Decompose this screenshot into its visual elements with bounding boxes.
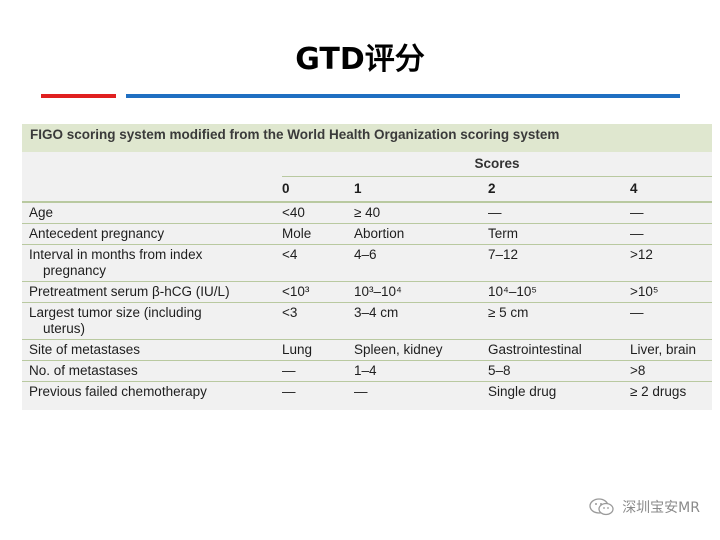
table-cell: ≥ 40 [354, 202, 488, 224]
score-column-2: 2 [488, 176, 630, 203]
table-cell: 4–6 [354, 244, 488, 282]
slide-title: GTD评分 [295, 42, 425, 77]
table-cell: Liver, brain [630, 339, 712, 361]
table-cell: Abortion [354, 223, 488, 245]
row-label: Previous failed chemotherapy [29, 384, 207, 399]
table-cell: 10³–10⁴ [354, 281, 488, 303]
table-cell: 7–12 [488, 244, 630, 282]
table-cell: >12 [630, 244, 712, 282]
table-cell: Lung [282, 339, 354, 361]
table-row: Previous failed chemotherapy — — Single … [22, 382, 712, 403]
watermark-text: 深圳宝安MR [622, 500, 700, 516]
scores-header-row: Scores [22, 152, 712, 177]
score-column-4: 4 [630, 176, 712, 203]
table-cell: — [282, 360, 354, 382]
table-cell: — [354, 384, 368, 399]
row-label: Antecedent pregnancy [22, 223, 282, 245]
row-label: Interval in months from index pregnancy [22, 244, 282, 282]
row-label: Age [22, 202, 282, 224]
table-cell: — [282, 384, 296, 399]
table-cell: <4 [282, 244, 354, 282]
table-cell: 5–8 [488, 360, 630, 382]
table-cell: <10³ [282, 281, 354, 303]
table-cell: >8 [630, 360, 712, 382]
table-cell: — [630, 202, 712, 224]
table-cell: Term [488, 223, 630, 245]
scores-header: Scores [282, 152, 712, 177]
table-cell: Gastrointestinal [488, 339, 630, 361]
table-cell: Single drug [488, 384, 557, 399]
table-cell: 3–4 cm [354, 302, 488, 340]
table-cell: — [630, 223, 712, 245]
table-cell: Mole [282, 223, 354, 245]
table-row: No. of metastases — 1–4 5–8 >8 [22, 360, 712, 382]
table-cell: 10⁴–10⁵ [488, 281, 630, 303]
score-column-0: 0 [282, 176, 354, 203]
score-column-1: 1 [354, 176, 488, 203]
table-row: Largest tumor size (including uterus) <3 … [22, 302, 712, 340]
row-label: No. of metastases [22, 360, 282, 382]
table-row: Pretreatment serum β-hCG (IU/L) <10³ 10³… [22, 281, 712, 303]
table-cell: — [630, 302, 712, 340]
table-cell: <3 [282, 302, 354, 340]
empty-header-cell [22, 176, 282, 203]
row-label: Site of metastases [22, 339, 282, 361]
table-cell: <40 [282, 202, 354, 224]
title-underline-blue [126, 94, 680, 98]
table-cell: Spleen, kidney [354, 339, 488, 361]
table-cell: — [488, 202, 630, 224]
figo-score-table: Scores 0 1 2 4 Age <40 ≥ 40 — — Antecede… [22, 152, 712, 402]
table-cell: >10⁵ [630, 281, 712, 303]
wechat-icon [589, 498, 614, 516]
table-row: Site of metastases Lung Spleen, kidney G… [22, 339, 712, 361]
empty-header-cell [22, 152, 282, 177]
table-cell: ≥ 2 drugs [630, 384, 687, 399]
watermark: 深圳宝安MR [588, 496, 700, 518]
table-caption: FIGO scoring system modified from the Wo… [22, 124, 712, 152]
figo-score-table-card: FIGO scoring system modified from the Wo… [22, 124, 712, 410]
title-underline-red [41, 94, 116, 98]
table-cell: 1–4 [354, 360, 488, 382]
row-label: Largest tumor size (including uterus) [22, 302, 282, 340]
row-label: Pretreatment serum β-hCG (IU/L) [22, 281, 282, 303]
table-cell: ≥ 5 cm [488, 302, 630, 340]
table-row: Antecedent pregnancy Mole Abortion Term … [22, 223, 712, 245]
table-row: Age <40 ≥ 40 — — [22, 202, 712, 224]
table-row: Interval in months from index pregnancy <… [22, 244, 712, 282]
score-columns-row: 0 1 2 4 [22, 176, 712, 203]
